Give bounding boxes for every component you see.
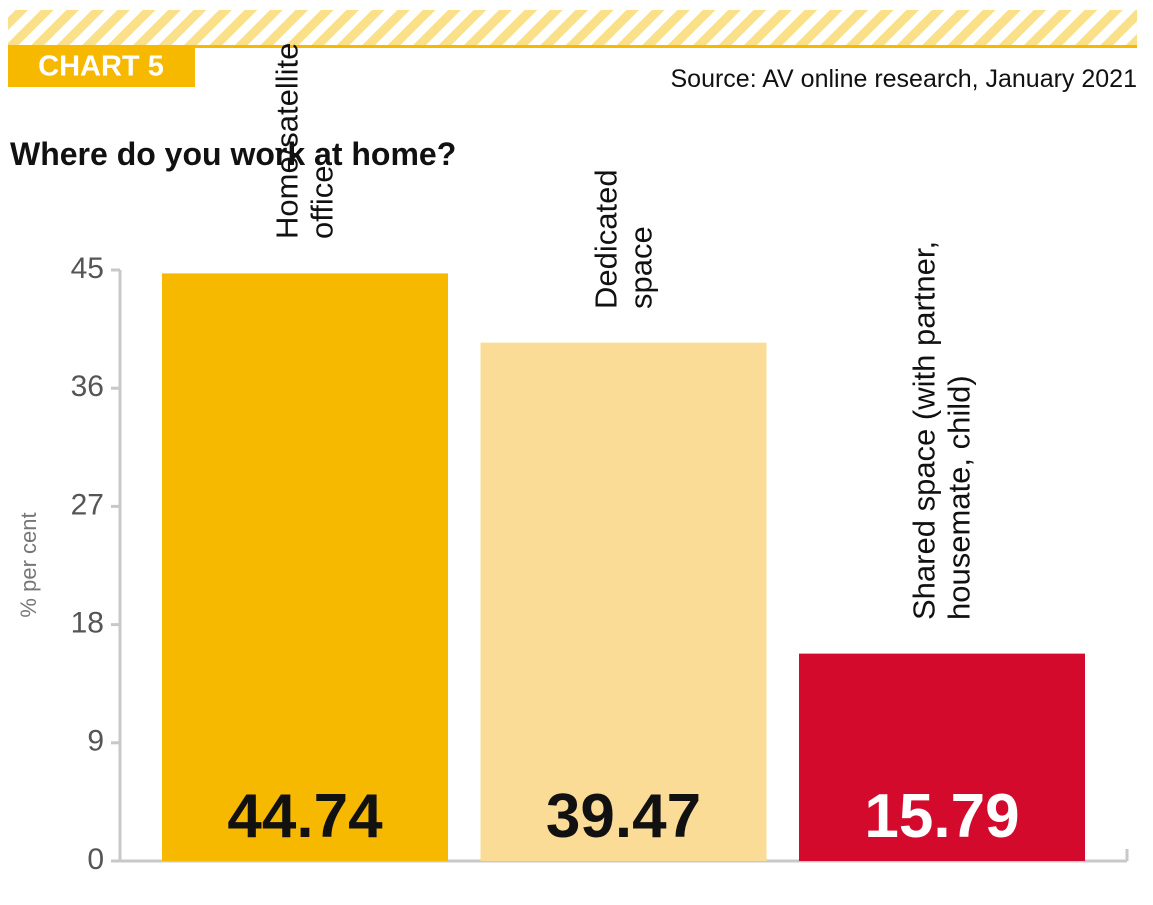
bar	[162, 273, 448, 861]
y-tick-label: 45	[71, 252, 104, 285]
chart-title: Where do you work at home?	[10, 136, 456, 172]
category-label: Shared space (with partner, housemate, c…	[906, 240, 976, 620]
y-tick-label: 9	[87, 725, 104, 758]
source: Source: AV online research, January 2021	[671, 65, 1138, 93]
y-axis-label: % per cent	[16, 512, 41, 617]
badge-text: CHART 5	[38, 51, 164, 83]
y-tick-label: 27	[71, 488, 104, 521]
header-stripe	[8, 10, 1137, 45]
category-label: Home/satellite office	[269, 42, 339, 240]
value-label: 44.74	[227, 782, 383, 851]
bar	[799, 653, 1085, 861]
bar	[480, 342, 767, 861]
badge	[8, 46, 195, 87]
y-tick-label: 36	[71, 370, 104, 403]
value-label: 39.47	[546, 782, 701, 851]
y-tick-label: 18	[71, 607, 104, 640]
category-label: Dedicated space	[587, 169, 658, 309]
value-label: 15.79	[864, 782, 1019, 851]
y-tick-label: 0	[87, 843, 104, 876]
